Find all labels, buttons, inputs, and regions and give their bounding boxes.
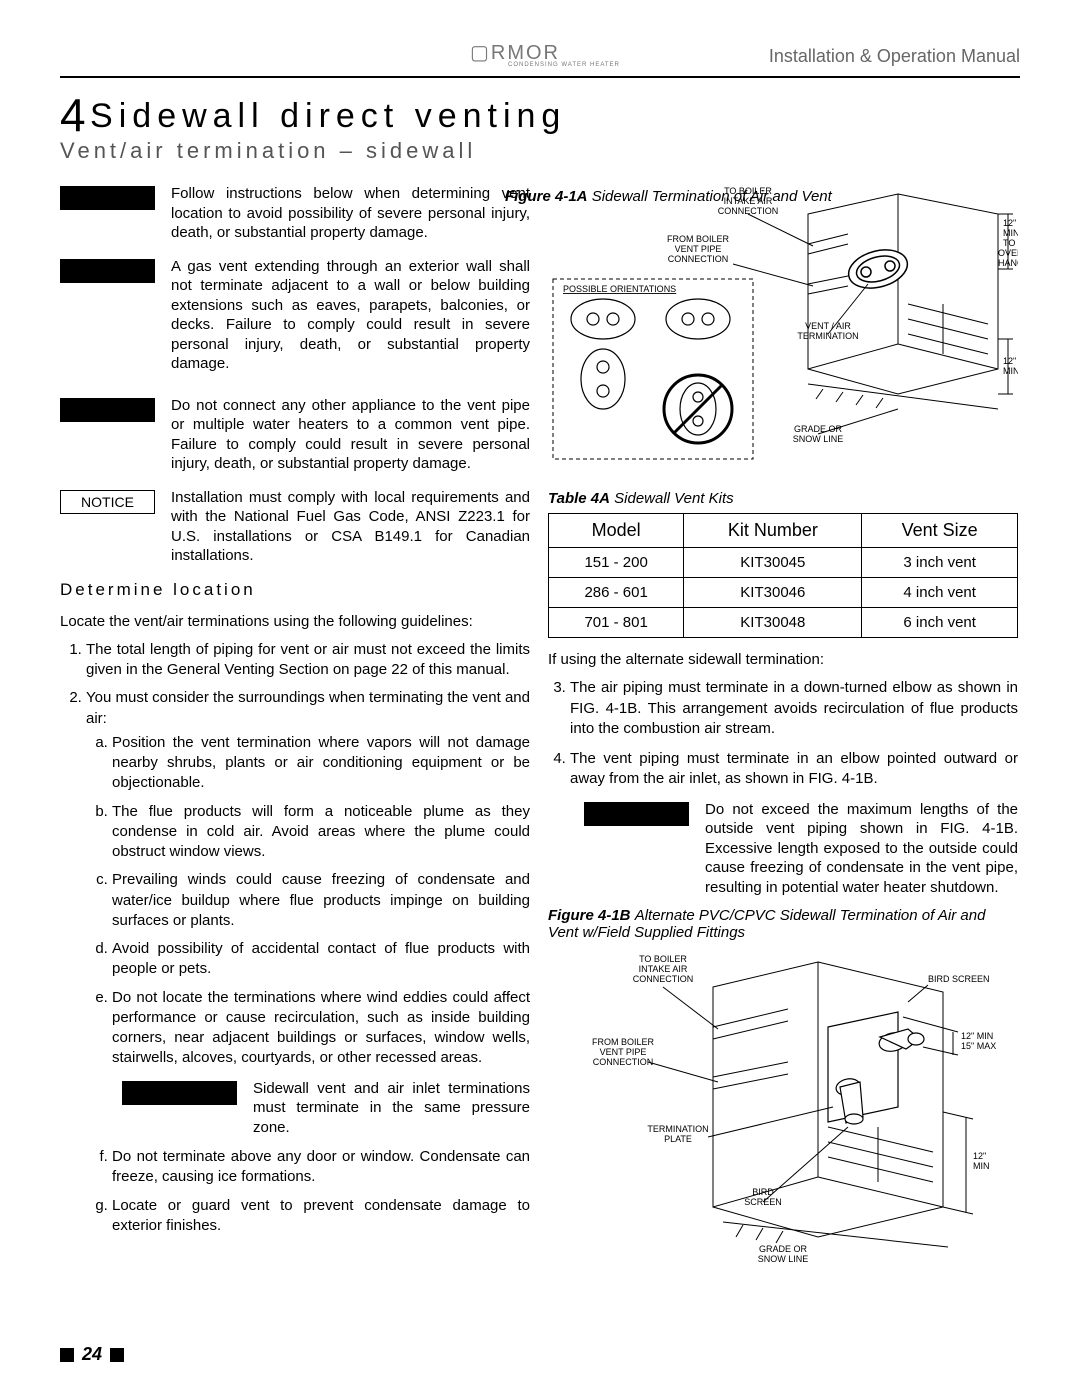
list-item-4: The vent piping must terminate in an elb… — [570, 749, 1018, 790]
page-header: ▢RMOR CONDENSING WATER HEATER Installati… — [60, 40, 1020, 70]
page-number: 24 — [82, 1344, 102, 1365]
page-num-square — [60, 1348, 74, 1362]
caution-label-box — [584, 802, 689, 826]
sub-item-f: Do not terminate above any door or windo… — [112, 1147, 530, 1188]
alt-intro: If using the alternate sidewall terminat… — [548, 650, 1018, 670]
lbl-vent-air: VENT / AIRTERMINATION — [797, 321, 858, 341]
sub-item-c: Prevailing winds could cause freezing of… — [112, 870, 530, 931]
lbl-possible: POSSIBLE ORIENTATIONS — [563, 284, 676, 294]
figb-term-plate: TERMINATIONPLATE — [647, 1124, 708, 1144]
figb-grade: GRADE ORSNOW LINE — [758, 1244, 809, 1264]
table-row: 701 - 801 KIT30048 6 inch vent — [549, 608, 1018, 638]
left-column: Follow instructions below when determini… — [60, 184, 530, 1267]
table-row: 151 - 200 KIT30045 3 inch vent — [549, 548, 1018, 578]
section-number: 4 — [60, 89, 86, 141]
determine-location-heading: Determine location — [60, 580, 530, 600]
warning-3-text: Do not connect any other appliance to th… — [171, 396, 530, 474]
main-columns: Follow instructions below when determini… — [60, 184, 1020, 1267]
sub-list-2: Position the vent termination where vapo… — [86, 733, 530, 1069]
warning-3: Do not connect any other appliance to th… — [60, 396, 530, 474]
fig-b-label: Figure 4-1B — [548, 907, 631, 924]
lbl-grade: GRADE ORSNOW LINE — [793, 424, 844, 444]
vent-kits-table: Model Kit Number Vent Size 151 - 200 KIT… — [548, 513, 1018, 638]
fig-b-svg: TO BOILERINTAKE AIRCONNECTION FROM BOILE… — [548, 947, 1018, 1267]
th-vent: Vent Size — [862, 514, 1018, 548]
list-item-3: The air piping must terminate in a down-… — [570, 678, 1018, 739]
sub-item-e: Do not locate the terminations where win… — [112, 988, 530, 1069]
sub-list-2-cont: Do not terminate above any door or windo… — [86, 1147, 530, 1236]
page-num-square — [110, 1348, 124, 1362]
sub-item-b: The flue products will form a noticeable… — [112, 802, 530, 863]
notice-text: Installation must comply with local requ… — [171, 488, 530, 566]
right-column: TO BOILERINTAKE AIRCONNECTION FROM BOILE… — [548, 184, 1018, 1267]
figb-from-boiler: FROM BOILERVENT PIPECONNECTION — [592, 1037, 655, 1067]
warning-1: Follow instructions below when determini… — [60, 184, 530, 243]
fig-a-svg: TO BOILERINTAKE AIRCONNECTION FROM BOILE… — [548, 184, 1018, 484]
section-title: Sidewall direct venting — [90, 97, 566, 135]
lbl-to-boiler: TO BOILERINTAKE AIRCONNECTION — [718, 186, 779, 216]
section-heading: 4 Sidewall direct venting — [60, 88, 1020, 142]
inline-warning: Sidewall vent and air inlet terminations… — [122, 1079, 530, 1138]
warning-2-text: A gas vent extending through an exterior… — [171, 257, 530, 374]
tbl-text: Sidewall Vent Kits — [614, 490, 734, 507]
sub-item-g: Locate or guard vent to prevent condensa… — [112, 1196, 530, 1237]
notice-block: NOTICE Installation must comply with loc… — [60, 488, 530, 566]
manual-title: Installation & Operation Manual — [769, 46, 1020, 67]
figb-to-boiler: TO BOILERINTAKE AIRCONNECTION — [633, 954, 694, 984]
list-item-1: The total length of piping for vent or a… — [86, 640, 530, 681]
figure-4-1b-caption: Figure 4-1B Alternate PVC/CPVC Sidewall … — [548, 907, 1018, 941]
header-rule — [60, 76, 1020, 78]
li2-text: You must consider the surroundings when … — [86, 689, 530, 726]
lbl-min-top: 12"MINTOOVER-HANG — [998, 218, 1018, 268]
determine-intro: Locate the vent/air terminations using t… — [60, 612, 530, 632]
table-4a-caption: Table 4A Sidewall Vent Kits — [548, 490, 1018, 507]
sub-item-a: Position the vent termination where vapo… — [112, 733, 530, 794]
caution-text: Do not exceed the maximum lengths of the… — [705, 800, 1018, 898]
notice-label: NOTICE — [60, 490, 155, 514]
determine-list: The total length of piping for vent or a… — [60, 640, 530, 1236]
warning-label-box — [60, 398, 155, 422]
warning-2: A gas vent extending through an exterior… — [60, 257, 530, 374]
sub-item-d: Avoid possibility of accidental contact … — [112, 939, 530, 980]
alt-list: The air piping must terminate in a down-… — [548, 678, 1018, 789]
caution-block: Do not exceed the maximum lengths of the… — [584, 800, 1018, 898]
figure-4-1a: TO BOILERINTAKE AIRCONNECTION FROM BOILE… — [548, 184, 1018, 484]
warning-label-box — [60, 259, 155, 283]
page-number-bar: 24 — [60, 1344, 124, 1365]
inline-warn-text: Sidewall vent and air inlet terminations… — [253, 1079, 530, 1138]
figb-minmax: 12" MIN15" MAX — [961, 1031, 996, 1051]
lbl-min-bot: 12"MIN — [1003, 356, 1018, 376]
figb-bird2: BIRD SCREEN — [928, 974, 990, 984]
th-kit: Kit Number — [684, 514, 862, 548]
list-item-2: You must consider the surroundings when … — [86, 688, 530, 1236]
figure-4-1b: TO BOILERINTAKE AIRCONNECTION FROM BOILE… — [548, 947, 1018, 1267]
lbl-from-boiler: FROM BOILERVENT PIPECONNECTION — [667, 234, 730, 264]
brand-subtitle: CONDENSING WATER HEATER — [508, 62, 620, 68]
figb-min: 12"MIN — [973, 1151, 990, 1171]
right-body: If using the alternate sidewall terminat… — [548, 650, 1018, 897]
warning-label-box — [122, 1081, 237, 1105]
th-model: Model — [549, 514, 684, 548]
warning-1-text: Follow instructions below when determini… — [171, 184, 530, 243]
table-row: 286 - 601 KIT30046 4 inch vent — [549, 578, 1018, 608]
tbl-label: Table 4A — [548, 490, 610, 507]
warning-label-box — [60, 186, 155, 210]
